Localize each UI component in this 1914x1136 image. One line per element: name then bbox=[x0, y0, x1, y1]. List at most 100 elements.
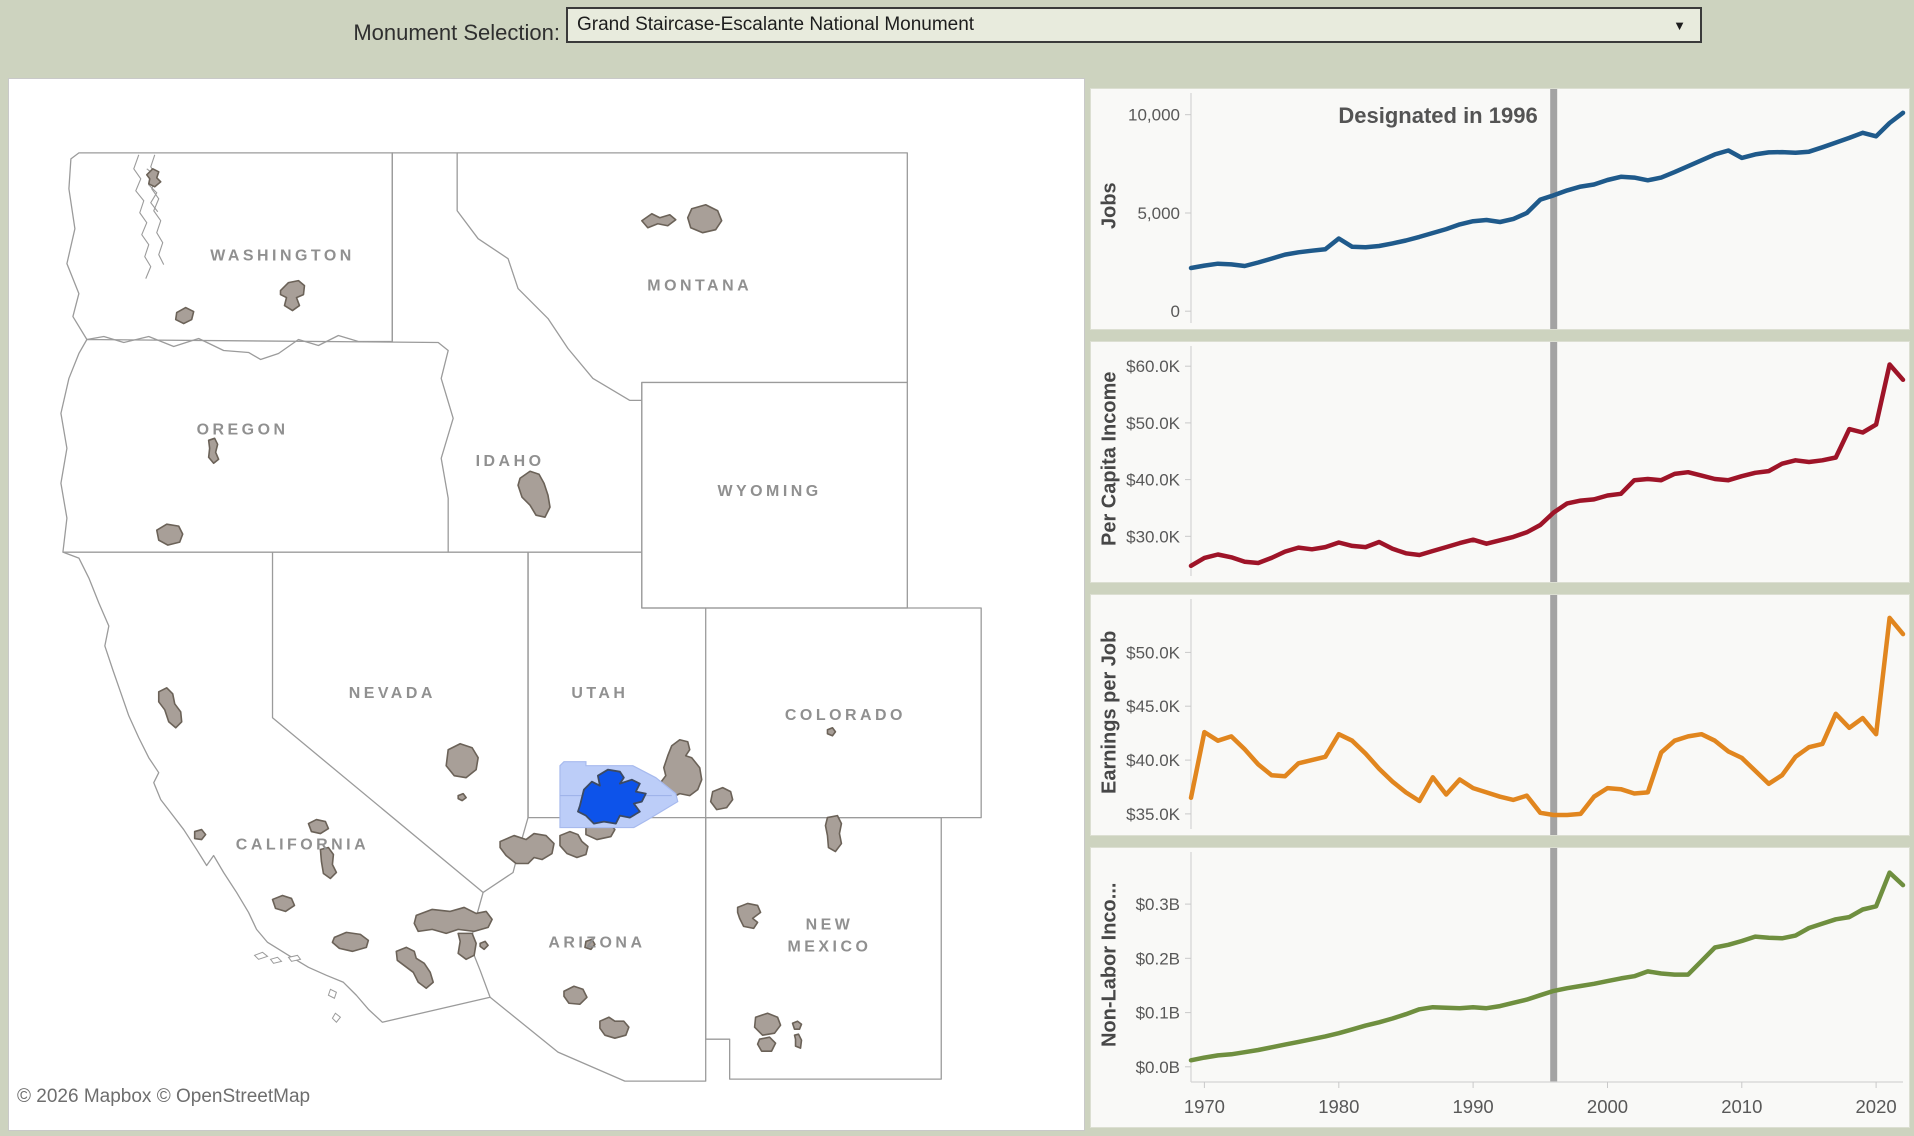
map-panel[interactable]: WASHINGTON OREGON IDAHO MONTANA WYOMING … bbox=[8, 78, 1085, 1131]
y-tick-label: $60.0K bbox=[1126, 357, 1181, 376]
monument-shape[interactable] bbox=[709, 786, 734, 811]
state-label-utah: UTAH bbox=[571, 685, 628, 702]
y-tick-label: $35.0K bbox=[1126, 805, 1181, 824]
monument-shape[interactable] bbox=[157, 687, 183, 729]
selected-monument-group[interactable] bbox=[559, 761, 679, 829]
y-tick-label: $30.0K bbox=[1126, 527, 1181, 546]
y-tick-label: $0.0B bbox=[1136, 1058, 1180, 1077]
state-label-colorado: COLORADO bbox=[785, 707, 906, 724]
x-tick-label: 1980 bbox=[1318, 1096, 1359, 1117]
chart-panel-non-labor-income: $0.0B $0.1B $0.2B $0.3B 1970 1980 1990 2000 2010… bbox=[1090, 847, 1910, 1128]
top-bar: Monument Selection: Grand Staircase-Esca… bbox=[0, 0, 1914, 78]
monuments-layer bbox=[145, 168, 843, 1052]
y-tick-label: $40.0K bbox=[1126, 471, 1181, 490]
monument-shape[interactable] bbox=[457, 792, 467, 802]
monument-shape[interactable] bbox=[279, 279, 306, 312]
channel-islands bbox=[253, 951, 342, 1023]
earnings-per-job-axis-title: Earnings per Job bbox=[1098, 630, 1121, 794]
x-tick-label: 2000 bbox=[1587, 1096, 1628, 1117]
jobs-axis-title: Jobs bbox=[1098, 182, 1121, 230]
series-line-nli[interactable] bbox=[1188, 870, 1906, 1063]
monument-shape[interactable] bbox=[736, 902, 762, 930]
y-tick-label: $0.3B bbox=[1136, 895, 1180, 914]
monument-shape[interactable] bbox=[445, 742, 479, 779]
chart-panel-per-capita-income: $30.0K $40.0K $50.0K $60.0K Per Capita Inco… bbox=[1090, 341, 1910, 583]
y-tick-label: $40.0K bbox=[1126, 751, 1181, 770]
monument-shape[interactable] bbox=[155, 523, 184, 546]
y-tick-label: 5,000 bbox=[1137, 204, 1180, 223]
monument-shape[interactable] bbox=[207, 437, 220, 465]
monument-shape[interactable] bbox=[824, 814, 843, 853]
dropdown-selected-value: Grand Staircase-Escalante National Monum… bbox=[577, 14, 975, 35]
monument-shape[interactable] bbox=[319, 846, 338, 880]
monument-shape[interactable] bbox=[791, 1020, 803, 1030]
per-capita-income-axis-title: Per Capita Income bbox=[1098, 371, 1121, 547]
x-tick-label: 1990 bbox=[1453, 1096, 1494, 1117]
y-tick-label: $45.0K bbox=[1126, 697, 1181, 716]
monument-shape[interactable] bbox=[174, 306, 195, 325]
state-label-oregon: OREGON bbox=[197, 421, 289, 438]
y-tick-label: $50.0K bbox=[1126, 414, 1181, 433]
y-tick-label: $0.1B bbox=[1136, 1004, 1180, 1023]
designation-annotation: Designated in 1996 bbox=[1338, 103, 1537, 128]
monument-selection-label: Monument Selection: bbox=[353, 20, 560, 45]
x-tick-label: 1970 bbox=[1184, 1096, 1225, 1117]
state-label-california: CALIFORNIA bbox=[236, 837, 369, 854]
earnings-per-job-chart[interactable]: $35.0K $40.0K $45.0K $50.0K bbox=[1091, 595, 1909, 835]
monument-shape[interactable] bbox=[826, 726, 837, 737]
designation-ref-line bbox=[1550, 89, 1558, 329]
state-boundaries bbox=[60, 152, 982, 1082]
monuments-map[interactable]: WASHINGTON OREGON IDAHO MONTANA WYOMING … bbox=[9, 79, 1084, 1130]
monument-shape[interactable] bbox=[559, 830, 589, 859]
state-label-montana: MONTANA bbox=[647, 278, 752, 295]
state-labels: WASHINGTON OREGON IDAHO MONTANA WYOMING … bbox=[197, 248, 906, 956]
monument-shape[interactable] bbox=[395, 946, 435, 990]
monument-shape[interactable] bbox=[641, 212, 677, 229]
monument-shape[interactable] bbox=[753, 1012, 782, 1036]
selected-monument-shape[interactable] bbox=[577, 768, 647, 825]
monument-shape[interactable] bbox=[658, 738, 703, 799]
x-tick-label: 2020 bbox=[1856, 1096, 1897, 1117]
monument-shape[interactable] bbox=[499, 832, 555, 865]
monument-shape[interactable] bbox=[479, 940, 489, 951]
monument-shape[interactable] bbox=[307, 818, 330, 835]
non-labor-income-axis-title: Non-Labor Inco... bbox=[1098, 882, 1121, 1048]
state-label-arizona: ARIZONA bbox=[548, 934, 645, 951]
monument-shape[interactable] bbox=[756, 1036, 777, 1052]
chart-panel-jobs: 0 5,000 10,000 Designated in 1996 Jobs bbox=[1090, 88, 1910, 330]
jobs-chart[interactable]: 0 5,000 10,000 Designated in 1996 bbox=[1091, 89, 1909, 329]
monument-shape[interactable] bbox=[563, 985, 588, 1006]
per-capita-income-chart[interactable]: $30.0K $40.0K $50.0K $60.0K bbox=[1091, 342, 1909, 582]
monument-selection-dropdown[interactable]: Grand Staircase-Escalante National Monum… bbox=[566, 7, 1702, 43]
non-labor-income-chart[interactable]: $0.0B $0.1B $0.2B $0.3B 1970 1980 1990 2000 2010… bbox=[1091, 848, 1909, 1127]
y-tick-label: $0.2B bbox=[1136, 949, 1180, 968]
chart-panel-earnings-per-job: $35.0K $40.0K $45.0K $50.0K Earnings per Jo… bbox=[1090, 594, 1910, 836]
chevron-down-icon: ▼ bbox=[1673, 18, 1686, 33]
map-attribution: © 2026 Mapbox © OpenStreetMap bbox=[9, 1082, 323, 1114]
series-line-epj[interactable] bbox=[1188, 615, 1906, 818]
y-tick-label: 10,000 bbox=[1128, 106, 1180, 125]
x-tick-label: 2010 bbox=[1721, 1096, 1762, 1117]
monument-shape[interactable] bbox=[271, 894, 296, 913]
series-line-jobs[interactable] bbox=[1188, 110, 1906, 271]
monument-shape[interactable] bbox=[457, 932, 477, 961]
monument-shape[interactable] bbox=[599, 1016, 630, 1039]
state-label-new-mexico: NEW bbox=[806, 916, 854, 933]
monument-shape[interactable] bbox=[686, 203, 723, 234]
series-line-pci[interactable] bbox=[1188, 362, 1906, 569]
designation-ref-line bbox=[1550, 342, 1558, 582]
monument-shape[interactable] bbox=[584, 938, 596, 951]
state-label-new-mexico: MEXICO bbox=[788, 938, 872, 955]
state-label-idaho: IDAHO bbox=[476, 453, 545, 470]
monument-shape[interactable] bbox=[793, 1033, 803, 1049]
monument-shape[interactable] bbox=[517, 470, 551, 518]
monument-shape[interactable] bbox=[413, 906, 493, 935]
monument-shape[interactable] bbox=[193, 828, 207, 841]
designation-ref-line bbox=[1550, 595, 1558, 835]
designation-ref-line bbox=[1550, 848, 1558, 1082]
monument-shape[interactable] bbox=[331, 931, 370, 953]
state-label-nevada: NEVADA bbox=[349, 685, 436, 702]
y-tick-label: 0 bbox=[1171, 302, 1180, 321]
monument-shape[interactable] bbox=[145, 168, 162, 188]
state-label-wyoming: WYOMING bbox=[717, 483, 821, 500]
